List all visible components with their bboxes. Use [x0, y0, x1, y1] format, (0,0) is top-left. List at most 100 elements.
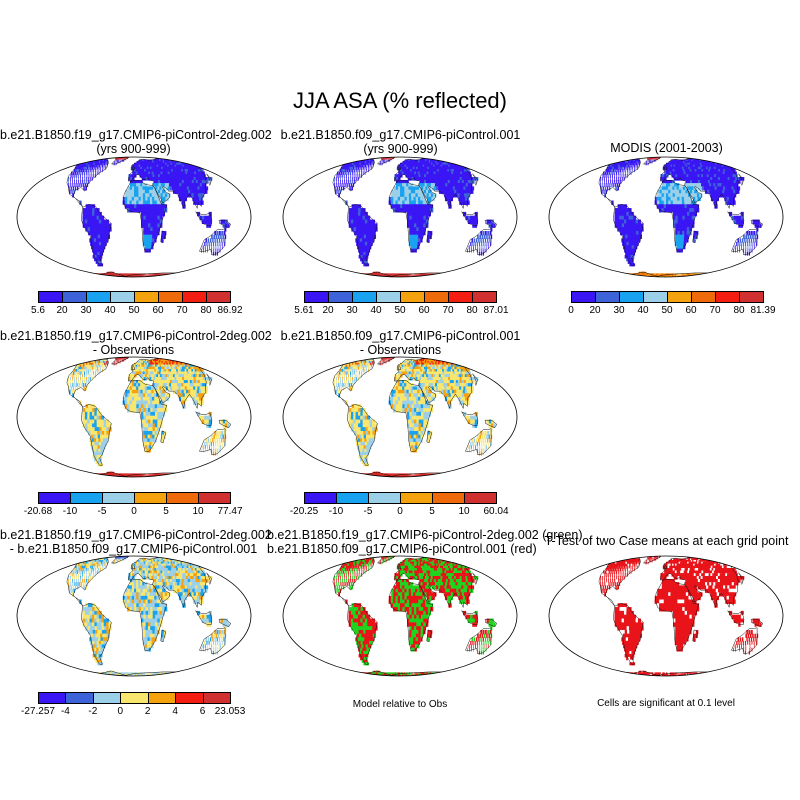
colorbar-tick-label: -20.68 — [23, 506, 53, 517]
colorbar-tick-label: 40 — [370, 305, 382, 316]
colorbar-box — [92, 692, 122, 704]
colorbar-box — [175, 692, 204, 704]
colorbar-tick-label: -2 — [88, 706, 98, 717]
map-land-cells — [598, 157, 762, 277]
colorbar-box — [38, 692, 67, 704]
colorbar-box — [134, 291, 159, 303]
colorbar-tick-label: 80 — [733, 305, 745, 316]
colorbar-tick-label: 80 — [466, 305, 478, 316]
colorbar-tick-label: 10 — [192, 506, 204, 517]
colorbar-tick-label: 50 — [128, 305, 140, 316]
colorbar-tick-label: 5 — [163, 506, 169, 517]
colorbar-box — [715, 291, 740, 303]
colorbar-box — [368, 492, 401, 504]
colorbar-box — [424, 291, 449, 303]
colorbar-box — [70, 492, 103, 504]
colorbar-tick-label: 86.92 — [217, 305, 243, 316]
colorbar-box — [120, 692, 149, 704]
colorbar-tick-label: 80 — [200, 305, 212, 316]
colorbar-tick-label: 5 — [429, 506, 435, 517]
colorbar-box — [619, 291, 644, 303]
panel-title-p7: b.e21.B1850.f19_g17.CMIP6-piControl-2deg… — [267, 528, 583, 556]
colorbar-tick-label: -10 — [62, 506, 78, 517]
colorbar-box — [110, 291, 135, 303]
colorbar-box — [691, 291, 716, 303]
colorbar-tick-label: 0 — [117, 706, 124, 717]
colorbar-box — [352, 291, 377, 303]
colorbar-box — [464, 492, 497, 504]
colorbar-tick-label: 30 — [346, 305, 358, 316]
colorbar-p1: 5.6 20 30 40 50 60 70 80 86.92 — [31, 291, 243, 316]
colorbar-tick-label: -10 — [328, 506, 344, 517]
map-land-cells — [598, 556, 762, 676]
panel-title-line: b.e21.B1850.f19_g17.CMIP6-piControl-2deg… — [267, 528, 583, 542]
colorbar-tick-label: 20 — [322, 305, 334, 316]
map-border — [16, 555, 252, 677]
colorbar-box — [304, 291, 329, 303]
colorbar-box — [472, 291, 497, 303]
panel-title-line: - Observations — [359, 343, 442, 357]
colorbar-tick-label: -20.25 — [289, 506, 319, 517]
panel-note-p7: Model relative to Obs — [352, 699, 448, 710]
map-land-cells — [66, 157, 230, 277]
colorbar-tick-label: 0 — [397, 506, 403, 517]
map-land-cells — [332, 357, 496, 477]
colorbar-box — [336, 492, 369, 504]
map-border — [548, 555, 784, 677]
map-border — [282, 156, 518, 278]
figure-title: JJA ASA (% reflected) — [293, 88, 507, 113]
colorbar-box — [147, 692, 177, 704]
colorbar-p3: 0 20 30 40 50 60 70 80 81.39 — [568, 291, 776, 316]
colorbar-tick-label: 23.053 — [214, 706, 246, 717]
colorbar-p2: 5.61 20 30 40 50 60 70 80 87.01 — [294, 291, 509, 316]
colorbar-tick-label: 40 — [104, 305, 116, 316]
colorbar-p4: -20.68 -10 -5 0 5 10 77.47 — [24, 492, 243, 517]
panel-title-line: b.e21.B1850.f19_g17.CMIP6-piControl-2deg… — [0, 528, 272, 542]
colorbar-box — [448, 291, 473, 303]
colorbar-box — [65, 692, 94, 704]
map-land-cells — [332, 157, 496, 277]
colorbar-p6: -27.257 -4 -2 0 2 4 6 23.053 — [21, 692, 245, 717]
panel-title-p5: b.e21.B1850.f09_g17.CMIP6-piControl.001 … — [267, 329, 534, 357]
colorbar-box — [38, 291, 63, 303]
map-panel-p4 — [16, 356, 252, 478]
colorbar-tick-label: 60 — [685, 305, 697, 316]
map-panel-p8 — [548, 555, 784, 677]
colorbar-tick-label: -5 — [97, 506, 107, 517]
panel-title-line: b.e21.B1850.f09_g17.CMIP6-piControl.001 — [280, 128, 521, 142]
map-land-cells — [66, 357, 230, 477]
colorbar-tick-label: 0 — [131, 506, 137, 517]
panel-title-line: b.e21.B1850.f19_g17.CMIP6-piControl-2deg… — [0, 128, 272, 142]
map-border — [16, 156, 252, 278]
colorbar-tick-label: 10 — [458, 506, 470, 517]
panel-title-line: - Observations — [92, 343, 175, 357]
colorbar-box — [595, 291, 620, 303]
colorbar-box — [667, 291, 692, 303]
map-border — [16, 356, 252, 478]
colorbar-box — [328, 291, 353, 303]
colorbar-box — [432, 492, 465, 504]
colorbar-tick-label: 30 — [80, 305, 92, 316]
colorbar-tick-label: 60.04 — [483, 506, 509, 517]
colorbar-tick-label: 70 — [176, 305, 188, 316]
colorbar-tick-label: 50 — [394, 305, 406, 316]
colorbar-tick-label: 40 — [637, 305, 649, 316]
colorbar-box — [198, 492, 231, 504]
colorbar-tick-label: 5.6 — [31, 305, 45, 316]
colorbar-box — [739, 291, 764, 303]
colorbar-tick-label: 20 — [589, 305, 601, 316]
colorbar-tick-label: 70 — [709, 305, 721, 316]
colorbar-tick-label: -5 — [363, 506, 373, 517]
map-panel-p6 — [16, 555, 252, 677]
colorbar-box — [400, 291, 425, 303]
colorbar-box — [206, 291, 231, 303]
colorbar-tick-label: 4 — [172, 706, 178, 717]
colorbar-tick-label: 60 — [418, 305, 430, 316]
panel-title-p6: b.e21.B1850.f19_g17.CMIP6-piControl-2deg… — [0, 528, 272, 556]
colorbar-tick-label: 6 — [199, 706, 206, 717]
panel-title-line: b.e21.B1850.f09_g17.CMIP6-piControl.001 — [280, 329, 521, 343]
panel-title-p4: b.e21.B1850.f19_g17.CMIP6-piControl-2deg… — [0, 329, 272, 357]
colorbar-box — [400, 492, 433, 504]
colorbar-box — [158, 291, 183, 303]
colorbar-box — [182, 291, 207, 303]
